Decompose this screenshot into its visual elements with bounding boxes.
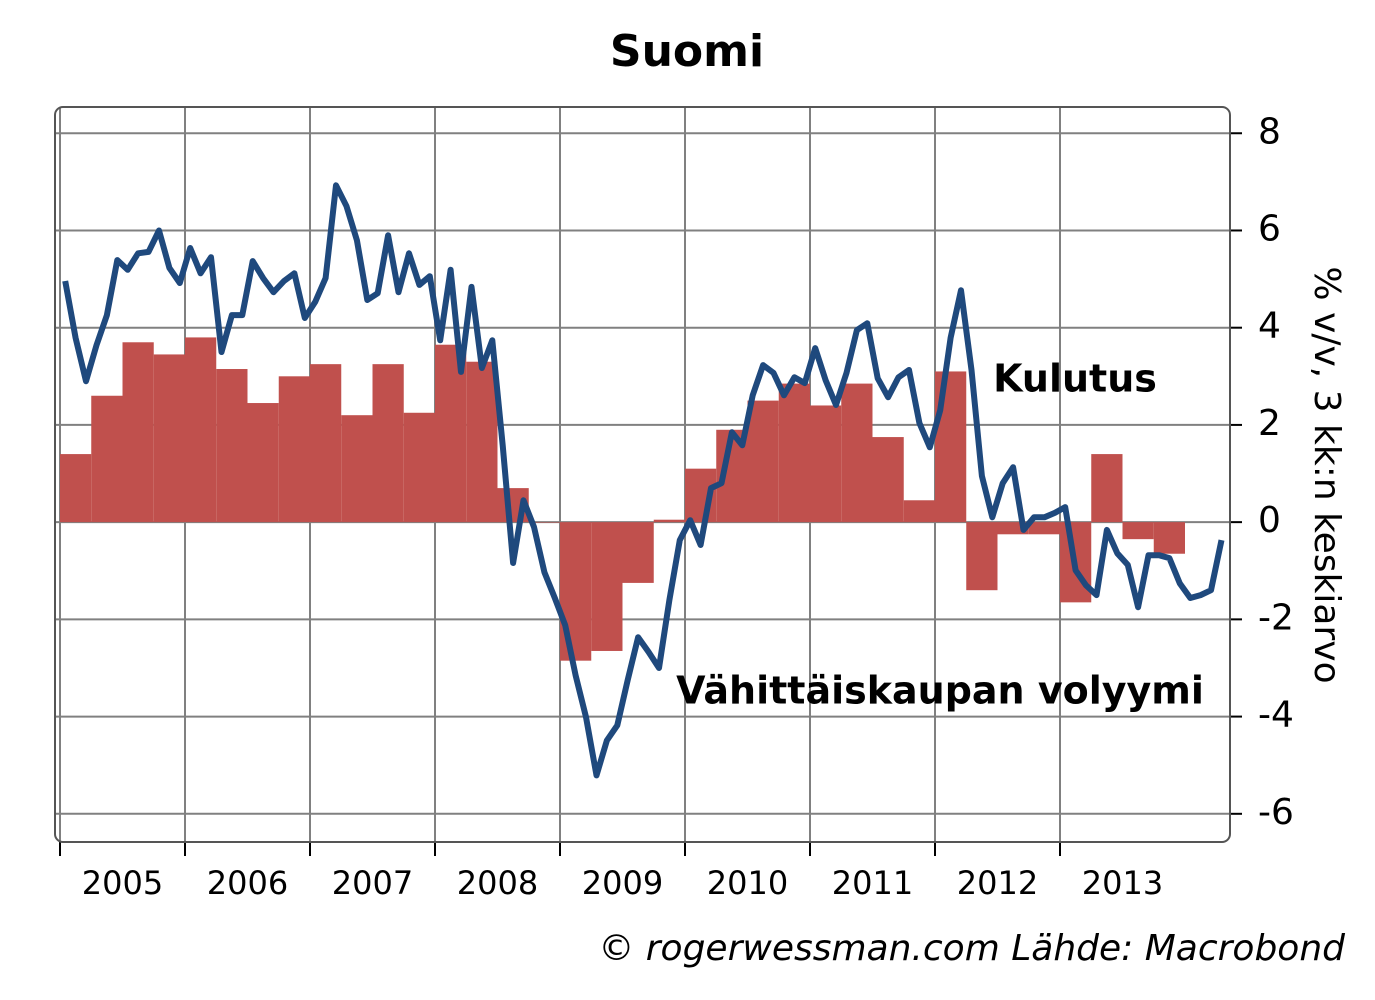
plot-frame bbox=[54, 106, 1231, 843]
x-tick-label: 2008 bbox=[457, 864, 538, 902]
area-segment bbox=[841, 383, 873, 523]
y-tick-label: -2 bbox=[1258, 597, 1294, 638]
area-segment bbox=[278, 376, 310, 523]
y-tick-label: 8 bbox=[1258, 111, 1281, 152]
x-tick-label: 2011 bbox=[832, 864, 913, 902]
area-segment bbox=[1122, 522, 1154, 540]
x-tick-label: 2005 bbox=[82, 864, 163, 902]
y-tick-label: 0 bbox=[1258, 500, 1281, 541]
area-segment bbox=[247, 403, 279, 523]
area-segment bbox=[1091, 454, 1123, 523]
x-tick-label: 2007 bbox=[332, 864, 413, 902]
x-tick-label: 2006 bbox=[207, 864, 288, 902]
y-axis-label: % v/v, 3 kk:n keskiarvo bbox=[1306, 266, 1347, 683]
area-segment bbox=[341, 415, 373, 523]
area-segment bbox=[653, 519, 685, 523]
area-segment bbox=[403, 412, 435, 523]
area-segment bbox=[872, 437, 904, 523]
series-label: Kulutus bbox=[993, 357, 1157, 401]
chart-title: Suomi bbox=[610, 26, 764, 77]
area-segment bbox=[122, 342, 154, 523]
y-tick-label: 4 bbox=[1258, 306, 1281, 347]
area-segment bbox=[466, 361, 498, 523]
area-segment bbox=[810, 405, 842, 523]
area-segment bbox=[91, 395, 123, 523]
area-segment bbox=[1028, 522, 1060, 535]
area-segment bbox=[372, 364, 404, 523]
x-tick-label: 2010 bbox=[707, 864, 788, 902]
area-segment bbox=[903, 500, 935, 523]
area-segment bbox=[528, 522, 560, 523]
x-tick-label: 2012 bbox=[957, 864, 1038, 902]
area-segment bbox=[560, 522, 592, 661]
x-tick-label: 2013 bbox=[1082, 864, 1163, 902]
area-segment bbox=[60, 454, 92, 523]
area-segment bbox=[153, 354, 185, 523]
area-segment bbox=[747, 400, 779, 523]
series-label: Vähittäiskaupan volyymi bbox=[676, 669, 1204, 713]
area-segment bbox=[591, 522, 623, 651]
area-segment bbox=[622, 522, 654, 583]
y-tick-label: 6 bbox=[1258, 208, 1281, 249]
area-segment bbox=[185, 337, 217, 523]
source-note: © rogerwessman.com Lähde: Macrobond bbox=[598, 928, 1346, 969]
data-line bbox=[62, 182, 1225, 779]
x-tick-label: 2009 bbox=[582, 864, 663, 902]
area-segment bbox=[1153, 522, 1185, 554]
area-segment bbox=[310, 364, 342, 523]
y-tick-label: 2 bbox=[1258, 403, 1281, 444]
y-tick-label: -4 bbox=[1258, 695, 1294, 736]
area-segment bbox=[778, 383, 810, 523]
area-segment bbox=[216, 369, 248, 523]
area-segment bbox=[966, 522, 998, 591]
y-tick-label: -6 bbox=[1258, 792, 1294, 833]
